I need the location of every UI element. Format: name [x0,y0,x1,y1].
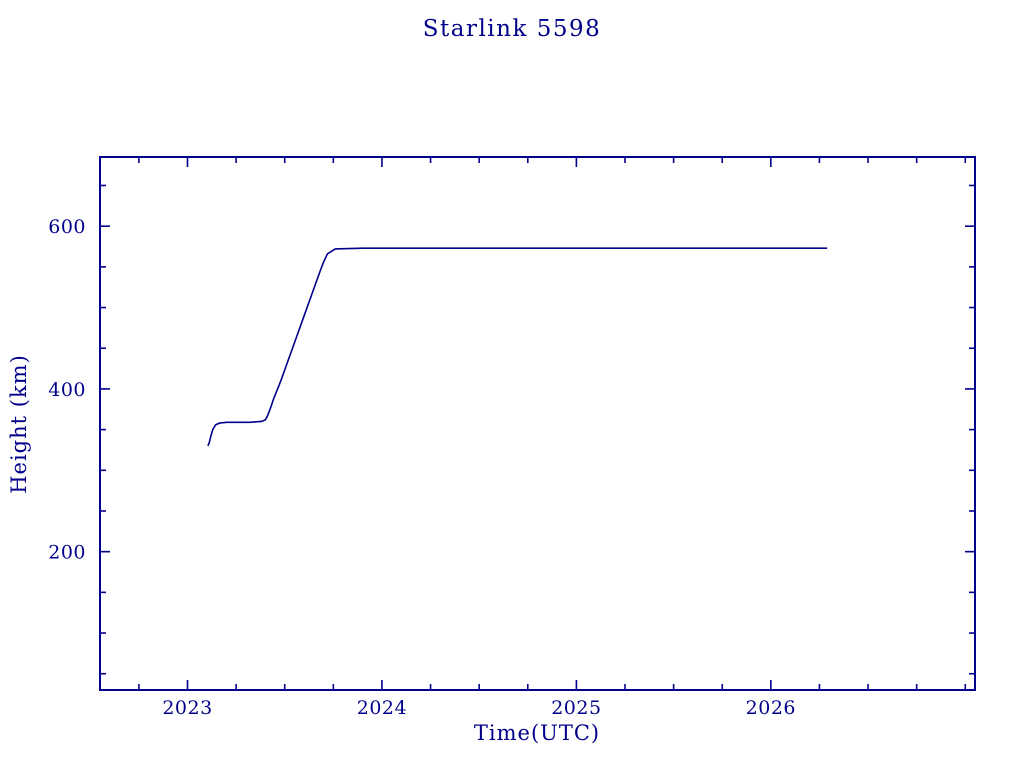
y-axis-tick-label: 400 [48,379,86,401]
x-axis-tick-label: 2023 [162,697,212,719]
chart-title: Starlink 5598 [422,16,602,42]
y-axis-tick-label: 600 [48,216,86,238]
axis-ticks [100,157,975,690]
x-axis-title: Time(UTC) [474,721,600,745]
x-axis-tick-label: 2025 [551,697,601,719]
y-axis-tick-label: 200 [48,542,86,564]
x-axis-tick-label: 2026 [746,697,796,719]
y-axis-tick-labels: 200 400 600 [48,216,86,564]
data-series-line [207,247,828,447]
y-axis-title: Height (km) [7,354,31,494]
x-axis-tick-labels: 2023 2024 2025 2026 [162,697,796,719]
plot-frame [99,156,976,691]
x-axis-tick-label: 2024 [357,697,407,719]
